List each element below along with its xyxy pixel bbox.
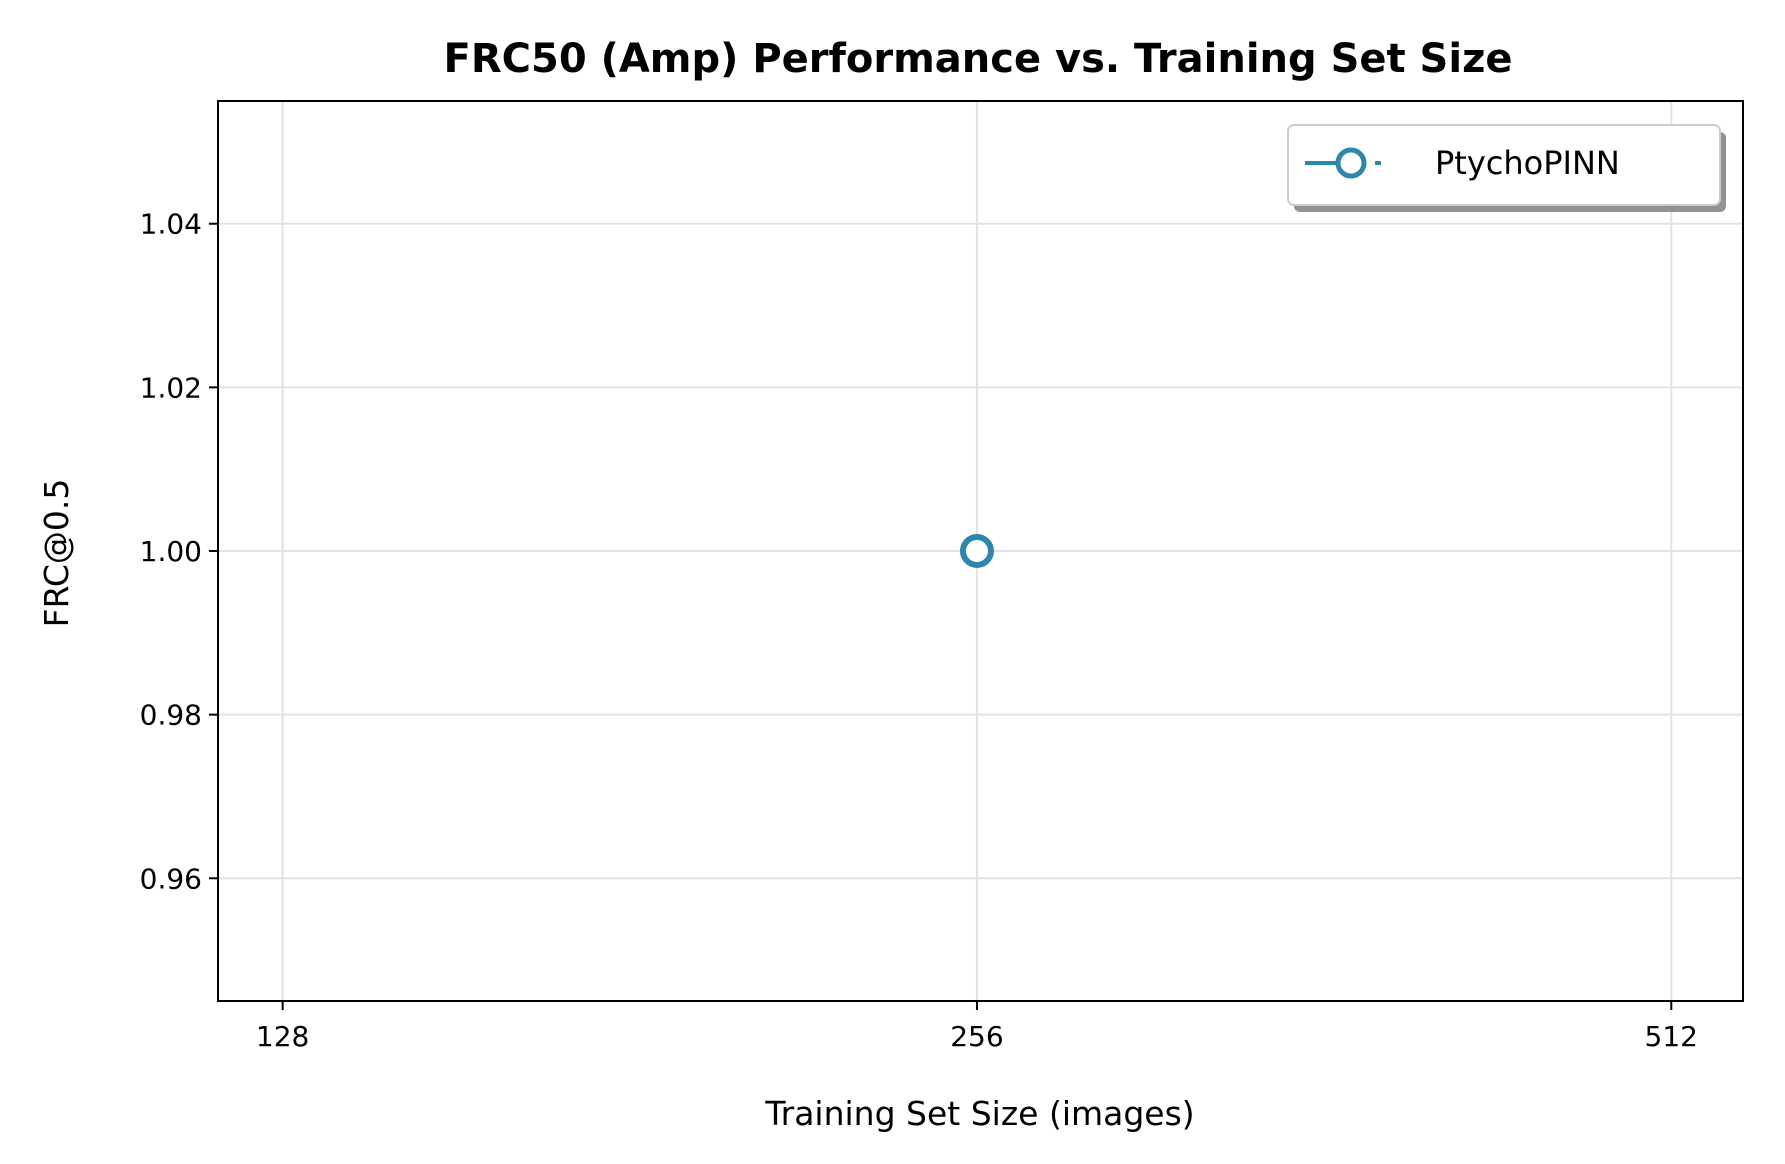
x-axis-label: Training Set Size (images) [764,1094,1194,1133]
y-tick-label: 1.00 [140,535,202,568]
y-tick-label: 1.04 [140,208,202,241]
y-tick-label: 0.96 [140,862,202,895]
plot-frame [217,100,1744,1002]
x-tick-label: 256 [950,1020,1003,1053]
y-tick-label: 1.02 [140,371,202,404]
legend-marker [1335,147,1367,179]
x-tick-label: 128 [256,1020,309,1053]
y-axis-label: FRC@0.5 [37,479,76,628]
x-tick-label: 512 [1645,1020,1698,1053]
data-point [959,534,994,568]
legend-box [1287,124,1721,206]
legend-label: PtychoPINN [1435,144,1620,182]
legend: PtychoPINN [1287,124,1726,212]
axis-ticks: 128 256 512 0.96 0.98 1.00 1.02 1.04 [140,208,1698,1053]
y-tick-label: 0.98 [140,699,202,732]
chart-title: FRC50 (Amp) Performance vs. Training Set… [444,36,1513,82]
data-marks [959,534,994,568]
